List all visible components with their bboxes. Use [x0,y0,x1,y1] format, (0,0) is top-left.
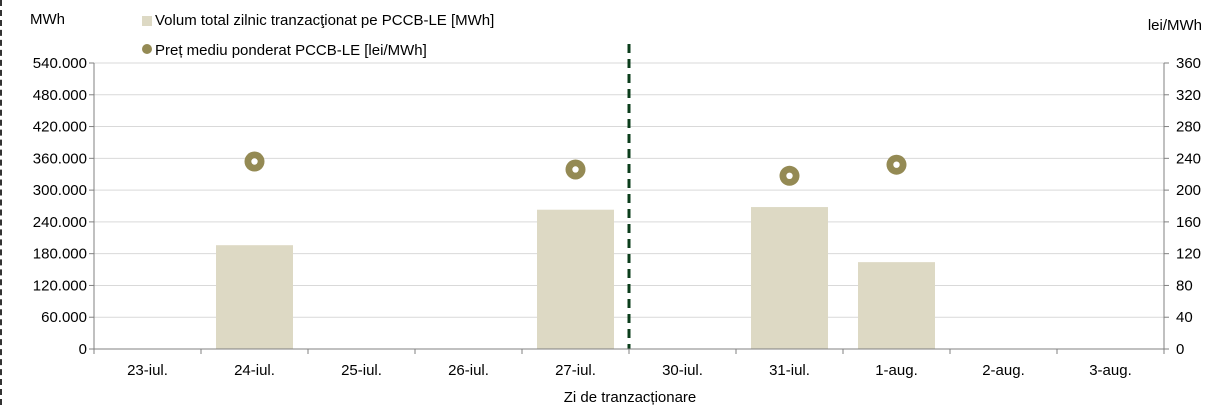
price-point-center [251,158,258,165]
y-right-tick-label: 40 [1176,309,1193,326]
x-tick-label: 25-iul. [341,362,382,379]
y-right-tick-label: 280 [1176,119,1201,136]
x-tick-label: 2-aug. [982,362,1025,379]
price-points-series [244,151,907,186]
bars-series [216,207,935,349]
y-right-tick-label: 160 [1176,214,1201,231]
x-tick-label: 31-iul. [769,362,810,379]
y-left-tick-label: 180.000 [33,246,87,263]
y-right-tick-label: 80 [1176,277,1193,294]
y-left-tick-label: 420.000 [33,119,87,136]
y-right-tick-label: 120 [1176,246,1201,263]
x-tick-label: 1-aug. [875,362,918,379]
legend-bar-label: Volum total zilnic tranzacţionat pe PCCB… [155,12,494,29]
y-right-tick-label: 0 [1176,341,1184,358]
axes [89,62,1169,354]
y-left-tick-label: 240.000 [33,214,87,231]
y-right-tick-label: 320 [1176,87,1201,104]
x-tick-label: 23-iul. [127,362,168,379]
y-left-tick-label: 60.000 [41,309,87,326]
y-right-tick-label: 200 [1176,182,1201,199]
x-tick-label: 26-iul. [448,362,489,379]
left-edge-dashed-border [0,0,2,405]
legend-bar-swatch [142,16,152,26]
y-left-tick-label: 120.000 [33,277,87,294]
legend-point-swatch [142,44,152,54]
price-point-center [893,161,900,168]
y-right-tick-label: 360 [1176,55,1201,72]
x-tick-label: 30-iul. [662,362,703,379]
legend: Volum total zilnic tranzacţionat pe PCCB… [142,12,494,59]
volume-bar [858,262,935,349]
x-tick-label: 27-iul. [555,362,596,379]
y-left-tick-label: 540.000 [33,55,87,72]
price-point-center [572,166,579,173]
x-tick-label: 3-aug. [1089,362,1132,379]
volume-bar [751,207,828,349]
y-left-tick-label: 300.000 [33,182,87,199]
y-left-tick-label: 480.000 [33,87,87,104]
gridlines [94,62,1164,318]
x-tick-label: 24-iul. [234,362,275,379]
legend-point-label: Preț mediu ponderat PCCB-LE [lei/MWh] [155,42,427,59]
price-point-center [786,172,793,180]
y-left-tick-label: 360.000 [33,150,87,167]
y-left-tick-label: 0 [79,341,87,358]
y-right-unit-label: lei/MWh [1148,17,1202,34]
y-right-tick-label: 240 [1176,150,1201,167]
tick-labels: 0 0 60.000 40 120.000 80 180.000 120 240.000 160 3… [33,55,1201,379]
x-axis-title: Zi de tranzacționare [564,389,697,405]
volume-bar [537,209,614,349]
y-left-unit-label: MWh [30,11,65,28]
volume-bar [216,245,293,349]
